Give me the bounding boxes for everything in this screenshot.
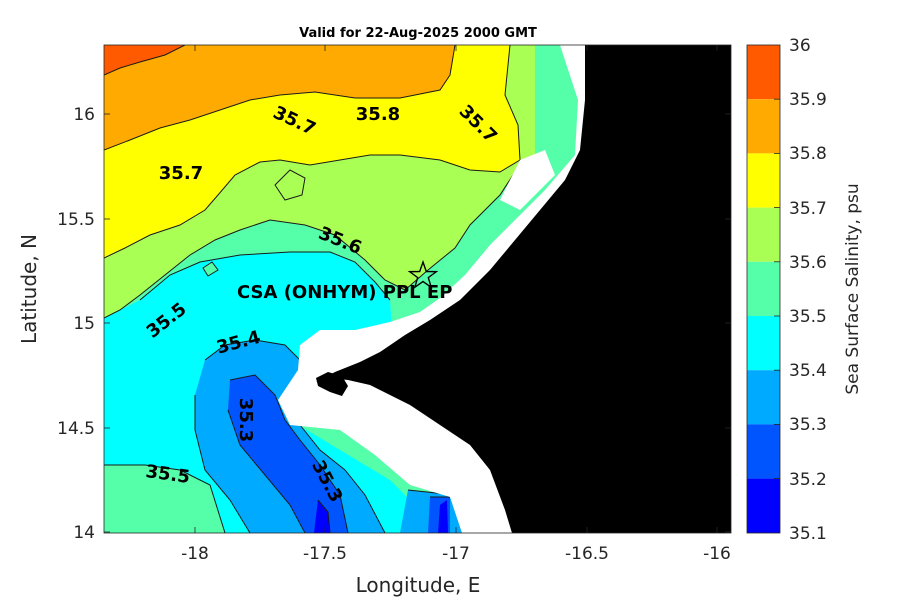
x-axis <box>194 45 718 533</box>
colorbar-segment <box>747 478 780 533</box>
colorbar-tick-label: 35.3 <box>789 415 827 435</box>
colorbar-tick-label: 35.1 <box>789 524 827 544</box>
salinity-fill-35-1 <box>314 500 330 533</box>
colorbar-tick-label: 35.9 <box>789 90 827 110</box>
x-tick-label: -18 <box>181 544 209 564</box>
y-tick-label: 16 <box>73 105 95 125</box>
y-tick-label: 14 <box>73 523 95 543</box>
colorbar-segment <box>747 424 780 479</box>
colorbar-tick-label: 35.2 <box>789 470 827 490</box>
site-label: CSA (ONHYM) PPL EP <box>237 282 452 303</box>
colorbar-segment <box>747 207 780 262</box>
x-tick-label: -16 <box>703 544 731 564</box>
salinity-fill-35-8 <box>104 45 455 150</box>
salinity-fill-35-9 <box>104 45 185 75</box>
x-tick-label: -17 <box>442 544 470 564</box>
map-plot-area: CSA (ONHYM) PPL EP 35.7 35.8 35.7 35.7 3… <box>104 45 731 533</box>
colorbar-tick-label: 36 <box>789 36 811 56</box>
star-icon <box>407 259 439 290</box>
colorbar-label: Sea Surface Salinity, psu <box>843 183 863 394</box>
y-tick-label: 15 <box>73 314 95 334</box>
colorbar-tick-label: 35.4 <box>789 361 827 381</box>
colorbar-tick-label: 35.5 <box>789 307 827 327</box>
colorbar-tick-label: 35.8 <box>789 144 827 164</box>
colorbar-segment <box>747 316 780 371</box>
land-mass <box>316 45 731 533</box>
map-axes-frame <box>103 44 732 534</box>
colorbar-segment <box>747 99 780 154</box>
x-tick-label: -17.5 <box>303 544 347 564</box>
y-axis <box>104 113 731 533</box>
no-data-mask-2 <box>500 150 555 210</box>
colorbar-frame <box>746 44 781 534</box>
y-tick-label: 14.5 <box>57 419 95 439</box>
contour-label: 35.3 <box>235 398 256 442</box>
colorbar-segment <box>747 45 780 100</box>
salinity-fill-35-2 <box>228 375 348 533</box>
colorbar-segment <box>747 261 780 316</box>
colorbar-segment <box>747 153 780 208</box>
x-tick-label: -16.5 <box>565 544 609 564</box>
figure-title: Valid for 22-Aug-2025 2000 GMT <box>299 26 537 41</box>
contour-label: 35.8 <box>356 104 400 125</box>
colorbar-tick-label: 35.6 <box>789 253 827 273</box>
y-axis-label: Latitude, N <box>17 234 41 344</box>
salinity-fill-35-1-east <box>438 500 448 533</box>
contour-lines <box>104 45 536 533</box>
y-tick-label: 15.5 <box>57 210 95 230</box>
colorbar <box>746 44 781 534</box>
cap-vert-peninsula <box>316 372 348 396</box>
contour-label: 35.7 <box>159 163 203 184</box>
colorbar-tick-label: 35.7 <box>789 199 827 219</box>
x-axis-label: Longitude, E <box>356 573 481 597</box>
colorbar-segment <box>747 370 780 425</box>
